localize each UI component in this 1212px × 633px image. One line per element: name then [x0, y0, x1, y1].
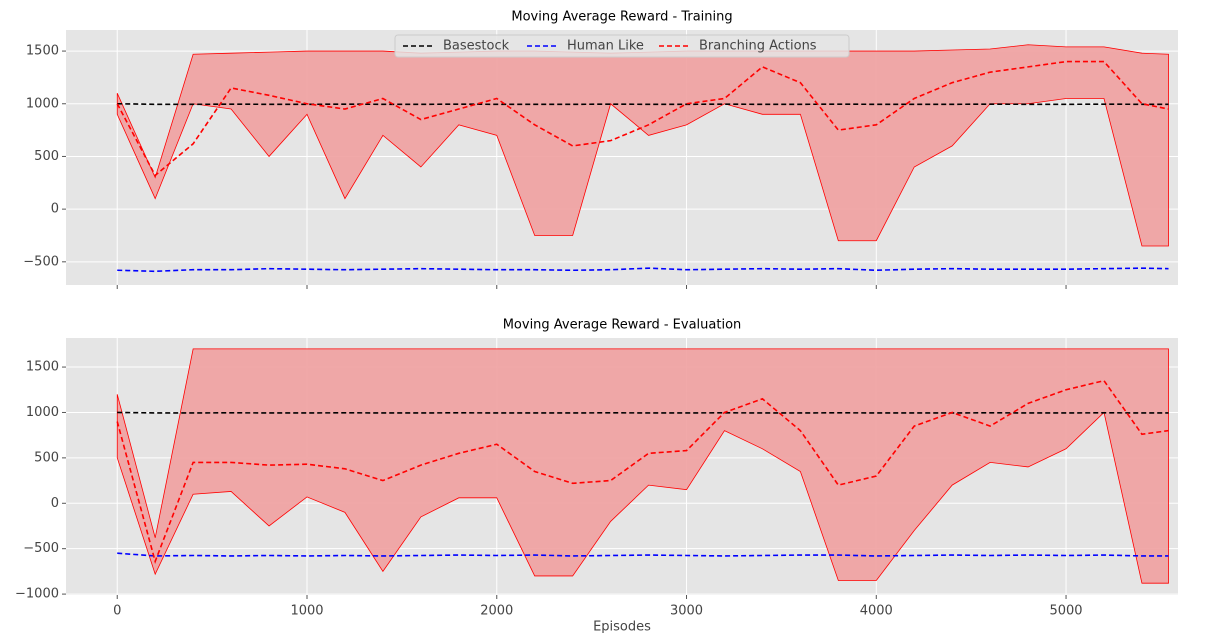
- x-tick-label: 5000: [1049, 604, 1082, 619]
- y-tick-label: 0: [51, 496, 59, 511]
- y-tick-label: −500: [23, 541, 59, 556]
- legend-label: Branching Actions: [699, 39, 817, 54]
- x-axis-label: Episodes: [593, 620, 651, 633]
- series-line: [117, 267, 1169, 273]
- x-tick-label: 0: [113, 604, 121, 619]
- legend-label: Human Like: [567, 39, 644, 54]
- y-tick-label: 500: [34, 149, 59, 164]
- legend: Basestock Human Like Branching Actions: [394, 34, 850, 58]
- series-line: [117, 102, 1169, 106]
- legend-label: Basestock: [443, 39, 510, 54]
- y-tick-label: −500: [23, 254, 59, 269]
- y-tick-label: 0: [51, 202, 59, 217]
- y-tick-label: 1000: [26, 96, 59, 111]
- y-tick-label: 1000: [26, 405, 59, 420]
- y-tick-label: −1000: [15, 587, 59, 602]
- x-tick-label: 3000: [670, 604, 703, 619]
- legend-box: [394, 34, 850, 58]
- chart-title: Moving Average Reward - Training: [511, 10, 732, 25]
- x-tick-label: 2000: [480, 604, 513, 619]
- x-tick-label: 4000: [860, 604, 893, 619]
- band: [116, 348, 1169, 584]
- y-tick-label: 500: [34, 450, 59, 465]
- y-tick-label: 1500: [26, 44, 59, 59]
- y-tick-label: 1500: [26, 360, 59, 375]
- x-tick-label: 1000: [290, 604, 323, 619]
- series-line: [116, 60, 1169, 177]
- series-line: [117, 552, 1169, 557]
- series-line: [116, 379, 1169, 564]
- chart-title: Moving Average Reward - Evaluation: [503, 318, 742, 333]
